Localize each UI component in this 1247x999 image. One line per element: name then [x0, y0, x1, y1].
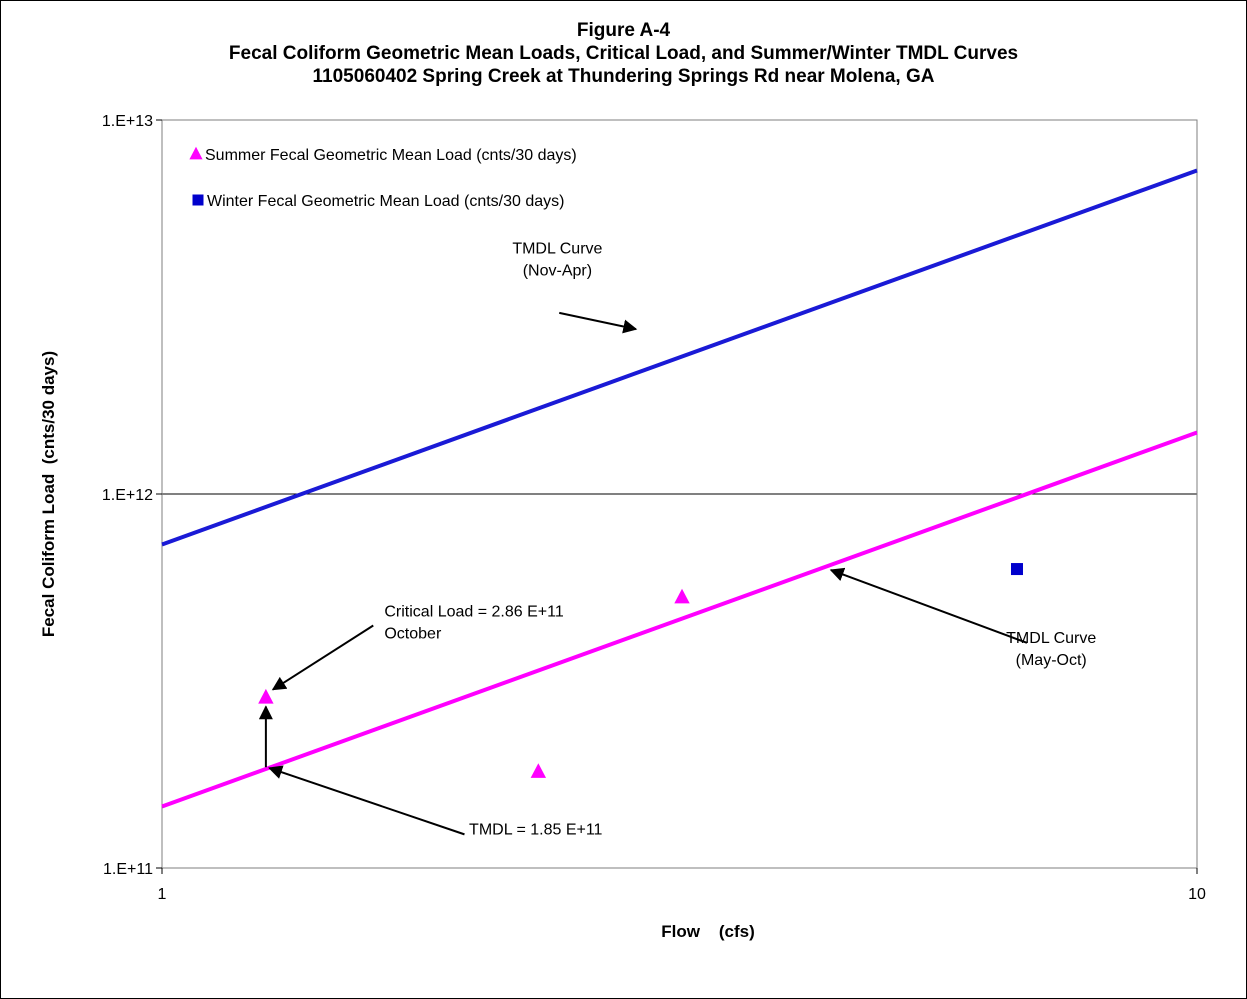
- summer-curve-label-arrow: [829, 567, 1028, 644]
- legend-summer-label: Summer Fecal Geometric Mean Load (cnts/3…: [205, 147, 577, 164]
- y-axis-label: Fecal Coliform Load (cnts/30 days): [39, 351, 58, 637]
- legend-winter-marker: [192, 194, 204, 206]
- chart-title-line-3: 1105060402 Spring Creek at Thundering Sp…: [312, 66, 935, 87]
- winter-curve-label-arrow: [559, 311, 638, 334]
- x-axis-label: Flow (cfs): [661, 922, 755, 941]
- summer-point: [258, 688, 274, 704]
- winter-curve-label-text: TMDL Curve: [512, 240, 602, 257]
- winter-curve-label-text: (Nov-Apr): [523, 262, 592, 279]
- summer-point: [530, 763, 547, 778]
- summer-curve-line: [161, 430, 1198, 809]
- x-tick-label: 10: [1188, 886, 1206, 903]
- summer-curve-label-text: TMDL Curve: [1006, 630, 1096, 647]
- y-tick-label: 1.E+12: [102, 487, 153, 504]
- legend-winter-label: Winter Fecal Geometric Mean Load (cnts/3…: [207, 193, 564, 210]
- critical-label-arrow: [271, 624, 374, 691]
- winter-curve-line: [161, 168, 1198, 547]
- summer-curve-label-text: (May-Oct): [1016, 652, 1087, 669]
- critical-label-text: Critical Load = 2.86 E+11: [384, 604, 563, 621]
- legend-summer-marker: [189, 146, 203, 160]
- tmdl-label-text: TMDL = 1.85 E+11: [469, 821, 603, 838]
- critical-label-text: October: [384, 626, 442, 643]
- winter-point: [1010, 563, 1023, 576]
- tmdl-label-arrow: [268, 765, 465, 836]
- chart-title-line-2: Fecal Coliform Geometric Mean Loads, Cri…: [228, 43, 1019, 64]
- chart-title-line-1: Figure A-4: [576, 20, 671, 41]
- summer-point: [674, 588, 690, 604]
- y-tick-label: 1.E+13: [102, 113, 153, 130]
- y-tick-label: 1.E+11: [103, 861, 153, 878]
- x-tick-label: 1: [158, 886, 167, 903]
